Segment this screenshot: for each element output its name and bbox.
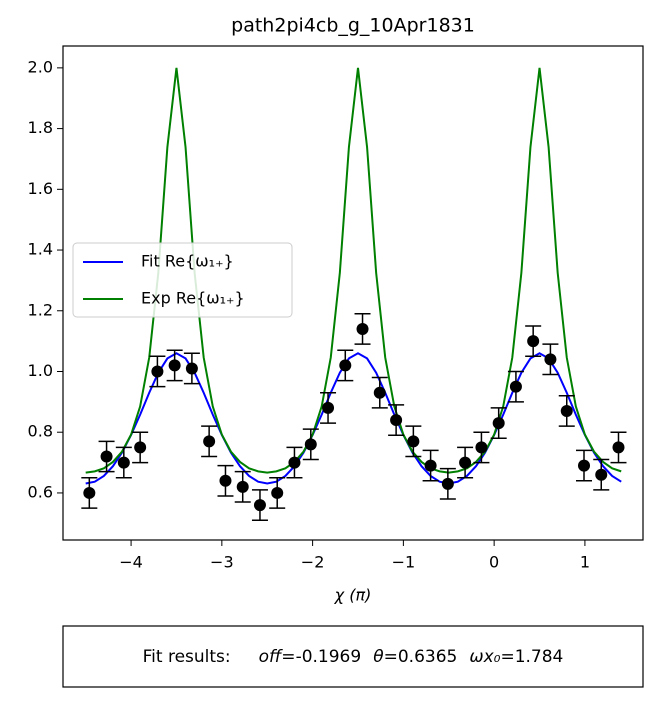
chart-title: path2pi4cb_g_10Apr1831 — [231, 15, 475, 37]
results-box — [62, 625, 644, 688]
data-point — [407, 435, 420, 448]
data-point — [304, 438, 317, 451]
param-name: ωx₀= — [469, 647, 514, 667]
data-point — [527, 335, 540, 348]
y-tick-label: 0.8 — [28, 422, 53, 441]
data-point — [253, 499, 266, 512]
x-tick-label: −2 — [301, 553, 325, 572]
y-tick-label: 2.0 — [28, 57, 53, 76]
data-point — [271, 486, 284, 499]
data-point — [100, 450, 113, 463]
data-point — [117, 456, 130, 469]
y-tick-label: 1.2 — [28, 300, 53, 319]
line-series — [85, 67, 622, 474]
x-tick-label: −1 — [392, 553, 416, 572]
data-point — [612, 441, 625, 454]
data-point — [185, 362, 198, 375]
x-tick-label: −4 — [119, 553, 143, 572]
data-point — [390, 414, 403, 427]
y-tick-label: 1.6 — [28, 179, 53, 198]
legend-box — [72, 242, 293, 318]
data-point — [373, 386, 386, 399]
legend-label: Exp Re{ω₁₊} — [141, 289, 245, 308]
data-point — [578, 459, 591, 472]
y-tick-label: 1.8 — [28, 118, 53, 137]
data-point — [544, 353, 557, 366]
fit-results-label: Fit results: — [143, 647, 231, 667]
param-name: off= — [259, 647, 296, 667]
data-point — [475, 441, 488, 454]
data-point — [83, 486, 96, 499]
data-point — [288, 456, 301, 469]
y-tick-label: 0.6 — [28, 482, 53, 501]
param-value: -0.1969 — [296, 647, 362, 667]
x-axis-label: χ (π) — [334, 586, 372, 605]
x-tick-label: 1 — [580, 553, 590, 572]
data-point — [322, 401, 335, 414]
data-point — [560, 404, 573, 417]
data-point — [203, 435, 216, 448]
data-point — [168, 359, 181, 372]
data-point — [339, 359, 352, 372]
x-tick-label: −3 — [210, 553, 234, 572]
data-point — [356, 322, 369, 335]
data-point — [492, 417, 505, 430]
legend-label: Fit Re{ω₁₊} — [141, 252, 234, 271]
param-name: θ= — [373, 647, 398, 667]
param-value: 1.784 — [515, 647, 564, 667]
data-point — [459, 456, 472, 469]
data-point — [424, 459, 437, 472]
data-point — [509, 380, 522, 393]
data-point — [219, 474, 232, 487]
data-point — [236, 480, 249, 493]
data-point — [151, 365, 164, 378]
data-point — [134, 441, 147, 454]
param-value: 0.6365 — [398, 647, 457, 667]
data-point — [595, 468, 608, 481]
y-tick-label: 1.4 — [28, 240, 53, 259]
y-tick-label: 1.0 — [28, 361, 53, 380]
x-tick-label: 0 — [489, 553, 499, 572]
plot-frame — [62, 45, 644, 541]
fit-results: Fit results: off=-0.1969 θ=0.6365 ωx₀=1.784 — [143, 647, 564, 667]
data-point — [441, 477, 454, 490]
